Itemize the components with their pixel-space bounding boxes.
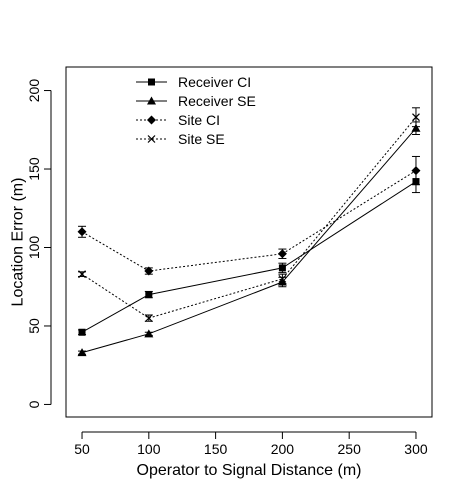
- x-tick-label: 50: [74, 441, 90, 457]
- data-point: [144, 314, 153, 323]
- legend-item: Site CI: [136, 112, 220, 128]
- x-tick-label: 300: [404, 441, 428, 457]
- y-tick-label: 200: [26, 79, 42, 103]
- data-point: [144, 329, 154, 338]
- data-point: [145, 291, 153, 299]
- series-site-ci: [77, 155, 421, 276]
- x-tick-label: 100: [137, 441, 161, 457]
- data-point: [278, 264, 286, 272]
- data-point: [77, 348, 87, 357]
- legend-item: Receiver SE: [136, 93, 256, 109]
- data-point: [144, 266, 154, 276]
- x-tick-label: 250: [338, 441, 362, 457]
- legend-label: Receiver SE: [178, 93, 256, 109]
- data-point: [78, 270, 86, 279]
- y-tick-label: 0: [26, 400, 42, 408]
- data-point: [78, 328, 86, 336]
- y-axis: 0 50 100 150 200: [26, 79, 52, 408]
- y-tick-label: 100: [26, 236, 42, 260]
- series-receiver-se: [77, 121, 421, 357]
- y-axis-label: Location Error (m): [10, 178, 27, 307]
- legend-marker: [148, 78, 155, 86]
- legend: Receiver CI Receiver SE Site CI Site SE: [136, 74, 256, 147]
- series-layer: [77, 107, 421, 357]
- legend-label: Receiver CI: [178, 74, 251, 90]
- series-line: [81, 170, 417, 272]
- series-line: [81, 127, 417, 354]
- x-tick-label: 150: [204, 441, 228, 457]
- data-point: [278, 274, 287, 283]
- x-tick-label: 200: [271, 441, 295, 457]
- legend-marker: [147, 115, 156, 125]
- data-point: [412, 113, 420, 122]
- series-line: [81, 116, 417, 319]
- y-tick-label: 50: [26, 318, 42, 334]
- x-axis-label: Operator to Signal Distance (m): [137, 462, 362, 479]
- data-point: [411, 166, 421, 176]
- legend-item: Receiver CI: [136, 74, 251, 90]
- data-point: [277, 249, 287, 259]
- series-receiver-ci: [78, 170, 420, 336]
- plot-area: [65, 66, 433, 418]
- data-point: [77, 227, 87, 237]
- y-tick-label: 150: [26, 157, 42, 181]
- series-line: [81, 181, 417, 333]
- plot-frame: [65, 66, 433, 418]
- legend-marker: [147, 135, 156, 143]
- legend-item: Site SE: [136, 131, 225, 147]
- data-point: [411, 123, 421, 132]
- legend-label: Site CI: [178, 112, 220, 128]
- legend-label: Site SE: [178, 131, 225, 147]
- x-axis: 50 100 150 200 250 300: [74, 431, 428, 457]
- legend-marker: [147, 96, 156, 105]
- series-site-se: [78, 107, 420, 323]
